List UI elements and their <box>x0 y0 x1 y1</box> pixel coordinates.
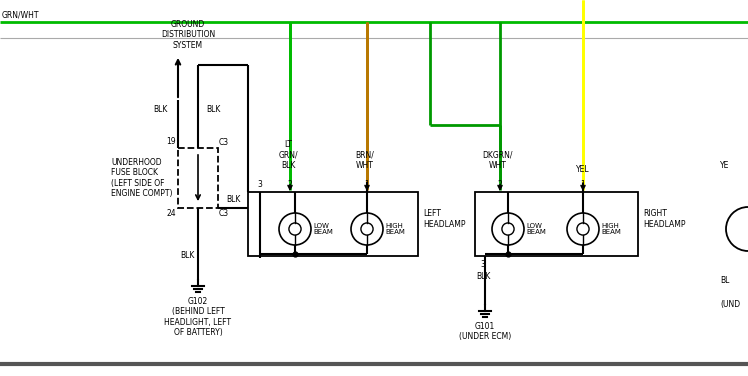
Text: GRN/WHT: GRN/WHT <box>2 11 40 20</box>
Text: BRN/
WHT: BRN/ WHT <box>355 151 375 170</box>
Text: LEFT
HEADLAMP: LEFT HEADLAMP <box>423 209 465 229</box>
Text: G102
(BEHIND LEFT
HEADLIGHT, LEFT
OF BATTERY): G102 (BEHIND LEFT HEADLIGHT, LEFT OF BAT… <box>165 297 231 337</box>
Text: YE: YE <box>720 161 729 170</box>
Text: 1: 1 <box>580 180 586 189</box>
Text: 2: 2 <box>288 180 292 189</box>
Text: YEL: YEL <box>576 165 590 174</box>
Text: C3: C3 <box>219 209 229 218</box>
Text: (UND: (UND <box>720 300 740 309</box>
Text: BLK: BLK <box>206 105 221 114</box>
Text: 1: 1 <box>364 180 370 189</box>
Text: RIGHT
HEADLAMP: RIGHT HEADLAMP <box>643 209 685 229</box>
Text: BLK: BLK <box>226 195 240 204</box>
Text: 3: 3 <box>480 260 485 269</box>
Bar <box>248 192 418 256</box>
Text: GROUND
DISTRIBUTION
SYSTEM: GROUND DISTRIBUTION SYSTEM <box>161 20 215 50</box>
Text: LOW
BEAM: LOW BEAM <box>313 223 333 235</box>
Text: 2: 2 <box>497 180 503 189</box>
Text: HIGH
BEAM: HIGH BEAM <box>601 223 621 235</box>
Text: LOW
BEAM: LOW BEAM <box>526 223 546 235</box>
Text: LT
GRN/
BLK: LT GRN/ BLK <box>278 140 298 170</box>
Text: BLK: BLK <box>153 105 168 114</box>
Text: 19: 19 <box>166 137 176 146</box>
Text: BLK: BLK <box>180 250 195 259</box>
Text: HIGH
BEAM: HIGH BEAM <box>385 223 405 235</box>
Text: 24: 24 <box>166 209 176 218</box>
Text: BLK: BLK <box>476 272 490 281</box>
Bar <box>178 148 218 208</box>
Text: BL: BL <box>720 276 729 285</box>
Text: C3: C3 <box>219 138 229 147</box>
Text: DKGRN/
WHT: DKGRN/ WHT <box>482 151 513 170</box>
Text: 3: 3 <box>257 180 263 189</box>
Text: G101
(UNDER ECM): G101 (UNDER ECM) <box>459 322 511 341</box>
Text: UNDERHOOD
FUSE BLOCK
(LEFT SIDE OF
ENGINE COMPT): UNDERHOOD FUSE BLOCK (LEFT SIDE OF ENGIN… <box>111 158 173 198</box>
Bar <box>475 192 638 256</box>
